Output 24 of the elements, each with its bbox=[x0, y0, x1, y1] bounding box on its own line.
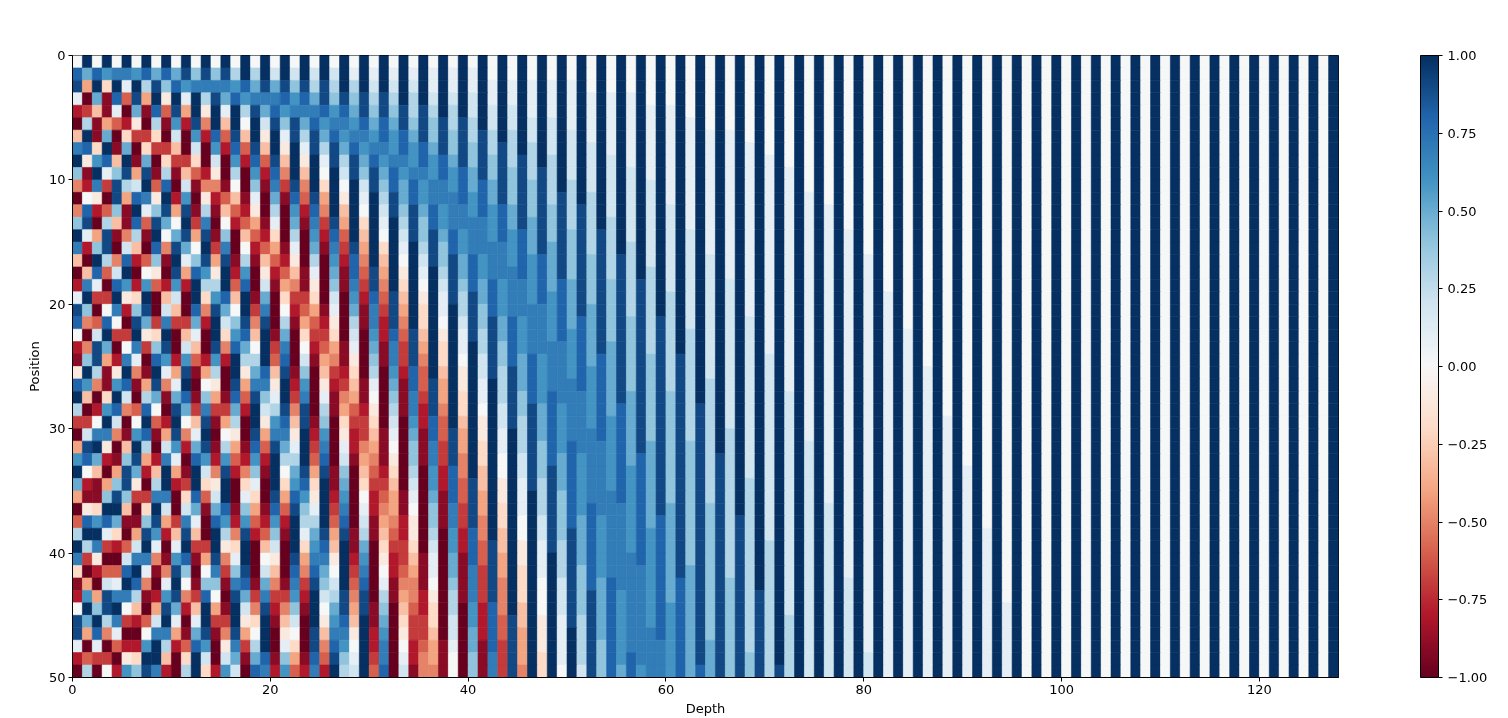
color-bar-label: −1.00 bbox=[1447, 670, 1488, 685]
color-bar-label: 1.00 bbox=[1447, 48, 1477, 63]
y-tick-label: 0 bbox=[57, 48, 66, 63]
color-bar-label: 0.00 bbox=[1447, 359, 1477, 374]
y-tick-label: 30 bbox=[48, 421, 66, 437]
color-bar-label: −0.25 bbox=[1447, 436, 1488, 452]
y-tick-label: 10 bbox=[48, 172, 66, 188]
color-bar-label: −0.50 bbox=[1447, 514, 1488, 530]
color-bar-label: 0.25 bbox=[1447, 281, 1477, 297]
y-tick-label: 20 bbox=[48, 296, 66, 312]
color-bar-label: 0.50 bbox=[1447, 203, 1477, 219]
x-axis-title: Depth bbox=[685, 700, 726, 716]
color-bar-label: −0.75 bbox=[1447, 592, 1488, 608]
x-tick-label: 120 bbox=[1246, 681, 1272, 697]
x-tick-label: 100 bbox=[1049, 681, 1074, 697]
x-tick-label: 40 bbox=[459, 681, 477, 697]
x-tick-label: 20 bbox=[262, 681, 279, 697]
y-axis-title: Position bbox=[26, 341, 42, 392]
x-tick-label: 0 bbox=[68, 681, 77, 697]
x-tick-label: 60 bbox=[657, 681, 675, 697]
y-tick-label: 50 bbox=[48, 670, 66, 685]
y-tick-label: 40 bbox=[48, 545, 66, 561]
color-bar-label: 0.75 bbox=[1447, 125, 1477, 141]
x-tick-label: 80 bbox=[855, 681, 873, 697]
